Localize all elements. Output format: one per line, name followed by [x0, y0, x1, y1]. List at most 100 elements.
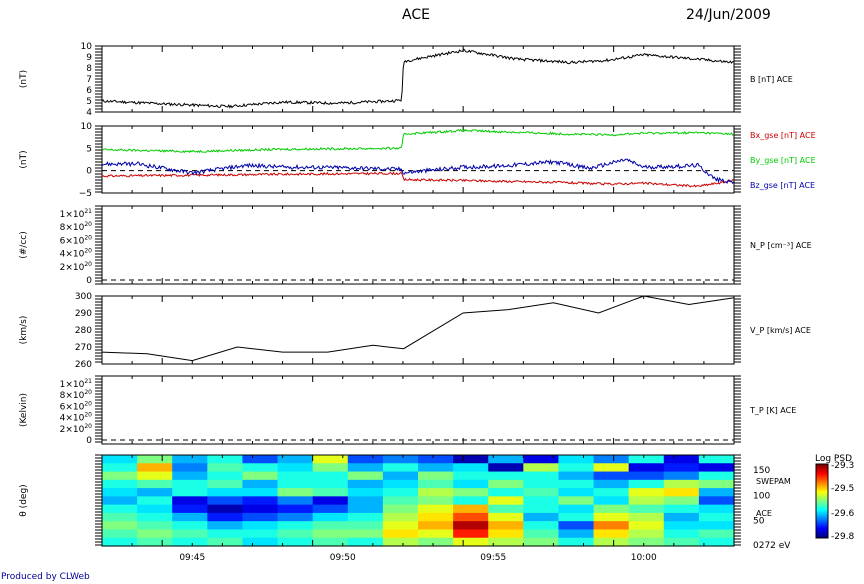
heatmap-cell [312, 504, 349, 514]
heatmap-cell [382, 512, 419, 522]
heatmap-cell [172, 496, 208, 506]
heatmap-cell [418, 488, 454, 497]
colorbar-segment [816, 530, 828, 533]
panel-b-frame [101, 45, 735, 113]
heatmap-cell [698, 488, 735, 497]
heatmap-cell [593, 471, 630, 481]
heatmap-cell [523, 512, 560, 522]
heatmap-cell [347, 479, 384, 489]
heatmap-cell [102, 529, 138, 539]
heatmap-cell [663, 479, 700, 489]
colorbar-segment [816, 477, 828, 480]
heatmap-cell [137, 463, 173, 473]
heatmap-cell [172, 529, 208, 539]
heatmap-cell [628, 496, 665, 506]
colorbar-segment [816, 502, 828, 504]
heatmap-cell [312, 521, 349, 531]
y-tick-label: 1×1021 [60, 208, 93, 220]
heatmap-cell [523, 471, 560, 481]
vp-line [101, 295, 735, 362]
series-label-tp: T_P [K] ACE [749, 406, 796, 415]
date-label: 24/Jun/2009 [686, 7, 771, 23]
heatmap-cell [382, 521, 419, 531]
heatmap-cell [347, 496, 384, 506]
heatmap-cell [207, 537, 244, 547]
b-magnitude-line [101, 48, 734, 109]
colorbar-segment [816, 528, 828, 530]
heatmap-cell [593, 496, 630, 506]
colorbar-segment [816, 498, 828, 501]
heatmap-cell [418, 455, 454, 464]
y-tick-label: 6×1020 [60, 234, 93, 246]
heatmap-cell [453, 479, 489, 489]
heatmap-cell [698, 512, 735, 522]
heatmap-cell [277, 455, 314, 464]
panel-tp-frame [101, 375, 735, 445]
colorbar-segment [816, 482, 828, 485]
colorbar-segment [816, 478, 828, 481]
colorbar-segment [816, 492, 828, 495]
colorbar-segment [816, 504, 828, 507]
heatmap-y-tick: 50 [753, 517, 765, 527]
heatmap-cell [698, 471, 735, 481]
y-axis-label: (km/s) [19, 316, 29, 345]
heatmap-cell [558, 496, 595, 506]
colorbar-segment [816, 514, 828, 517]
heatmap-cell [207, 455, 244, 464]
colorbar-segment [816, 517, 828, 519]
heatmap-cell [347, 537, 384, 547]
heatmap-cell [277, 488, 314, 497]
heatmap-cell [172, 463, 208, 473]
colorbar-segment [816, 481, 828, 483]
heatmap-cell [382, 537, 419, 547]
colorbar-segment [816, 472, 828, 475]
heatmap-cell [312, 471, 349, 481]
heatmap-cell [102, 537, 138, 547]
heatmap-cell [418, 504, 454, 514]
colorbar-segment [816, 523, 828, 525]
colorbar-segment [816, 470, 828, 472]
heatmap-cell [628, 479, 665, 489]
heatmap-label-energy: 0272 eV [753, 541, 791, 551]
heatmap-cell [242, 455, 279, 464]
colorbar-tick: -29.6 [831, 509, 855, 519]
colorbar-segment [816, 468, 828, 471]
panel-np-frame [101, 205, 735, 285]
heatmap-cell [558, 471, 595, 481]
heatmap-cell [312, 488, 349, 497]
heatmap-cell [207, 529, 244, 539]
y-tick-label: 0 [86, 167, 92, 177]
heatmap-cell [663, 537, 700, 547]
heatmap-cell [102, 504, 138, 514]
heatmap-cell [172, 455, 208, 464]
heatmap-cell [312, 463, 349, 473]
heatmap-cell [628, 529, 665, 539]
colorbar-segment [816, 515, 828, 518]
heatmap-cell [207, 463, 244, 473]
heatmap-cell [242, 504, 279, 514]
heatmap-cell [453, 496, 489, 506]
heatmap-cell [558, 512, 595, 522]
y-axis-label: (nT) [19, 150, 29, 168]
panel-vp-frame [101, 295, 735, 365]
heatmap-cell [137, 512, 173, 522]
heatmap-cell [172, 512, 208, 522]
heatmap-cell [207, 521, 244, 531]
heatmap-cell [277, 504, 314, 514]
colorbar-segment [816, 489, 828, 492]
heatmap-cell [698, 537, 735, 547]
heatmap-cell [488, 512, 524, 522]
colorbar-segment [816, 525, 828, 528]
y-tick-label: 10 [81, 122, 93, 132]
heatmap-cell [312, 512, 349, 522]
heatmap-cell [488, 479, 524, 489]
heatmap-cell [102, 455, 138, 464]
heatmap-cell [628, 537, 665, 547]
heatmap-cell [312, 529, 349, 539]
heatmap-cell [207, 512, 244, 522]
heatmap-cell [277, 479, 314, 489]
colorbar-segment [816, 466, 828, 469]
heatmap-cell [137, 471, 173, 481]
heatmap-cell [242, 488, 279, 497]
